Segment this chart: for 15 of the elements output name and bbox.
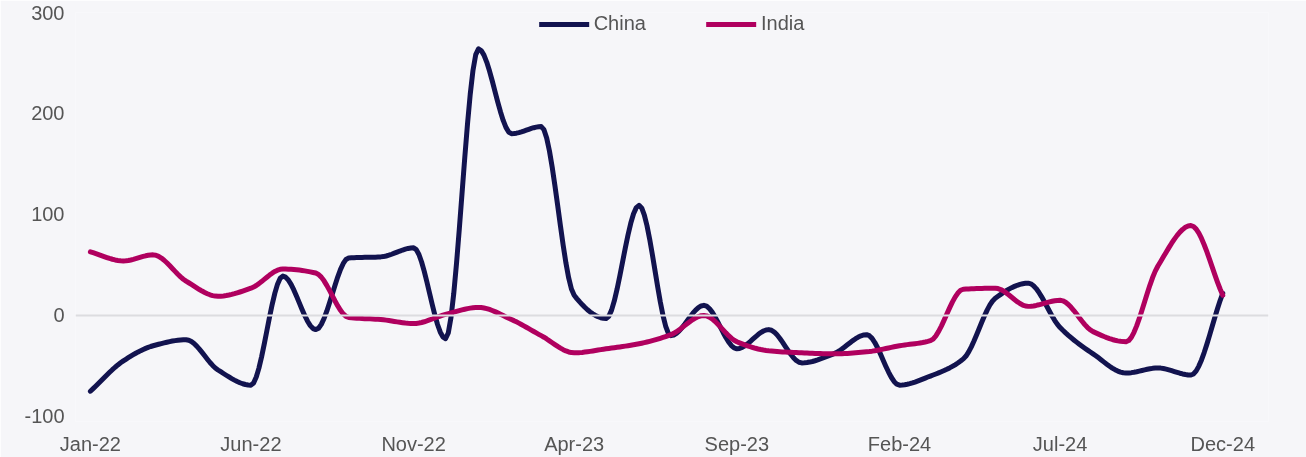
y-tick-label: 200	[31, 102, 65, 125]
legend-label: China	[593, 12, 646, 35]
y-tick-label: 0	[53, 304, 65, 327]
x-tick-label: Nov-22	[381, 432, 446, 455]
y-tick-label: 300	[31, 1, 65, 24]
x-tick-label: Jul-24	[1032, 432, 1088, 455]
y-tick-label: -100	[24, 405, 65, 428]
x-tick-label: Jun-22	[220, 432, 282, 455]
x-tick-label: Jan-22	[59, 432, 121, 455]
x-tick-label: Dec-24	[1190, 432, 1256, 455]
x-tick-label: Feb-24	[867, 432, 932, 455]
x-tick-label: Sep-23	[704, 432, 770, 455]
legend-label: India	[760, 12, 805, 35]
x-tick-label: Apr-23	[544, 432, 605, 455]
y-tick-label: 100	[31, 203, 65, 226]
